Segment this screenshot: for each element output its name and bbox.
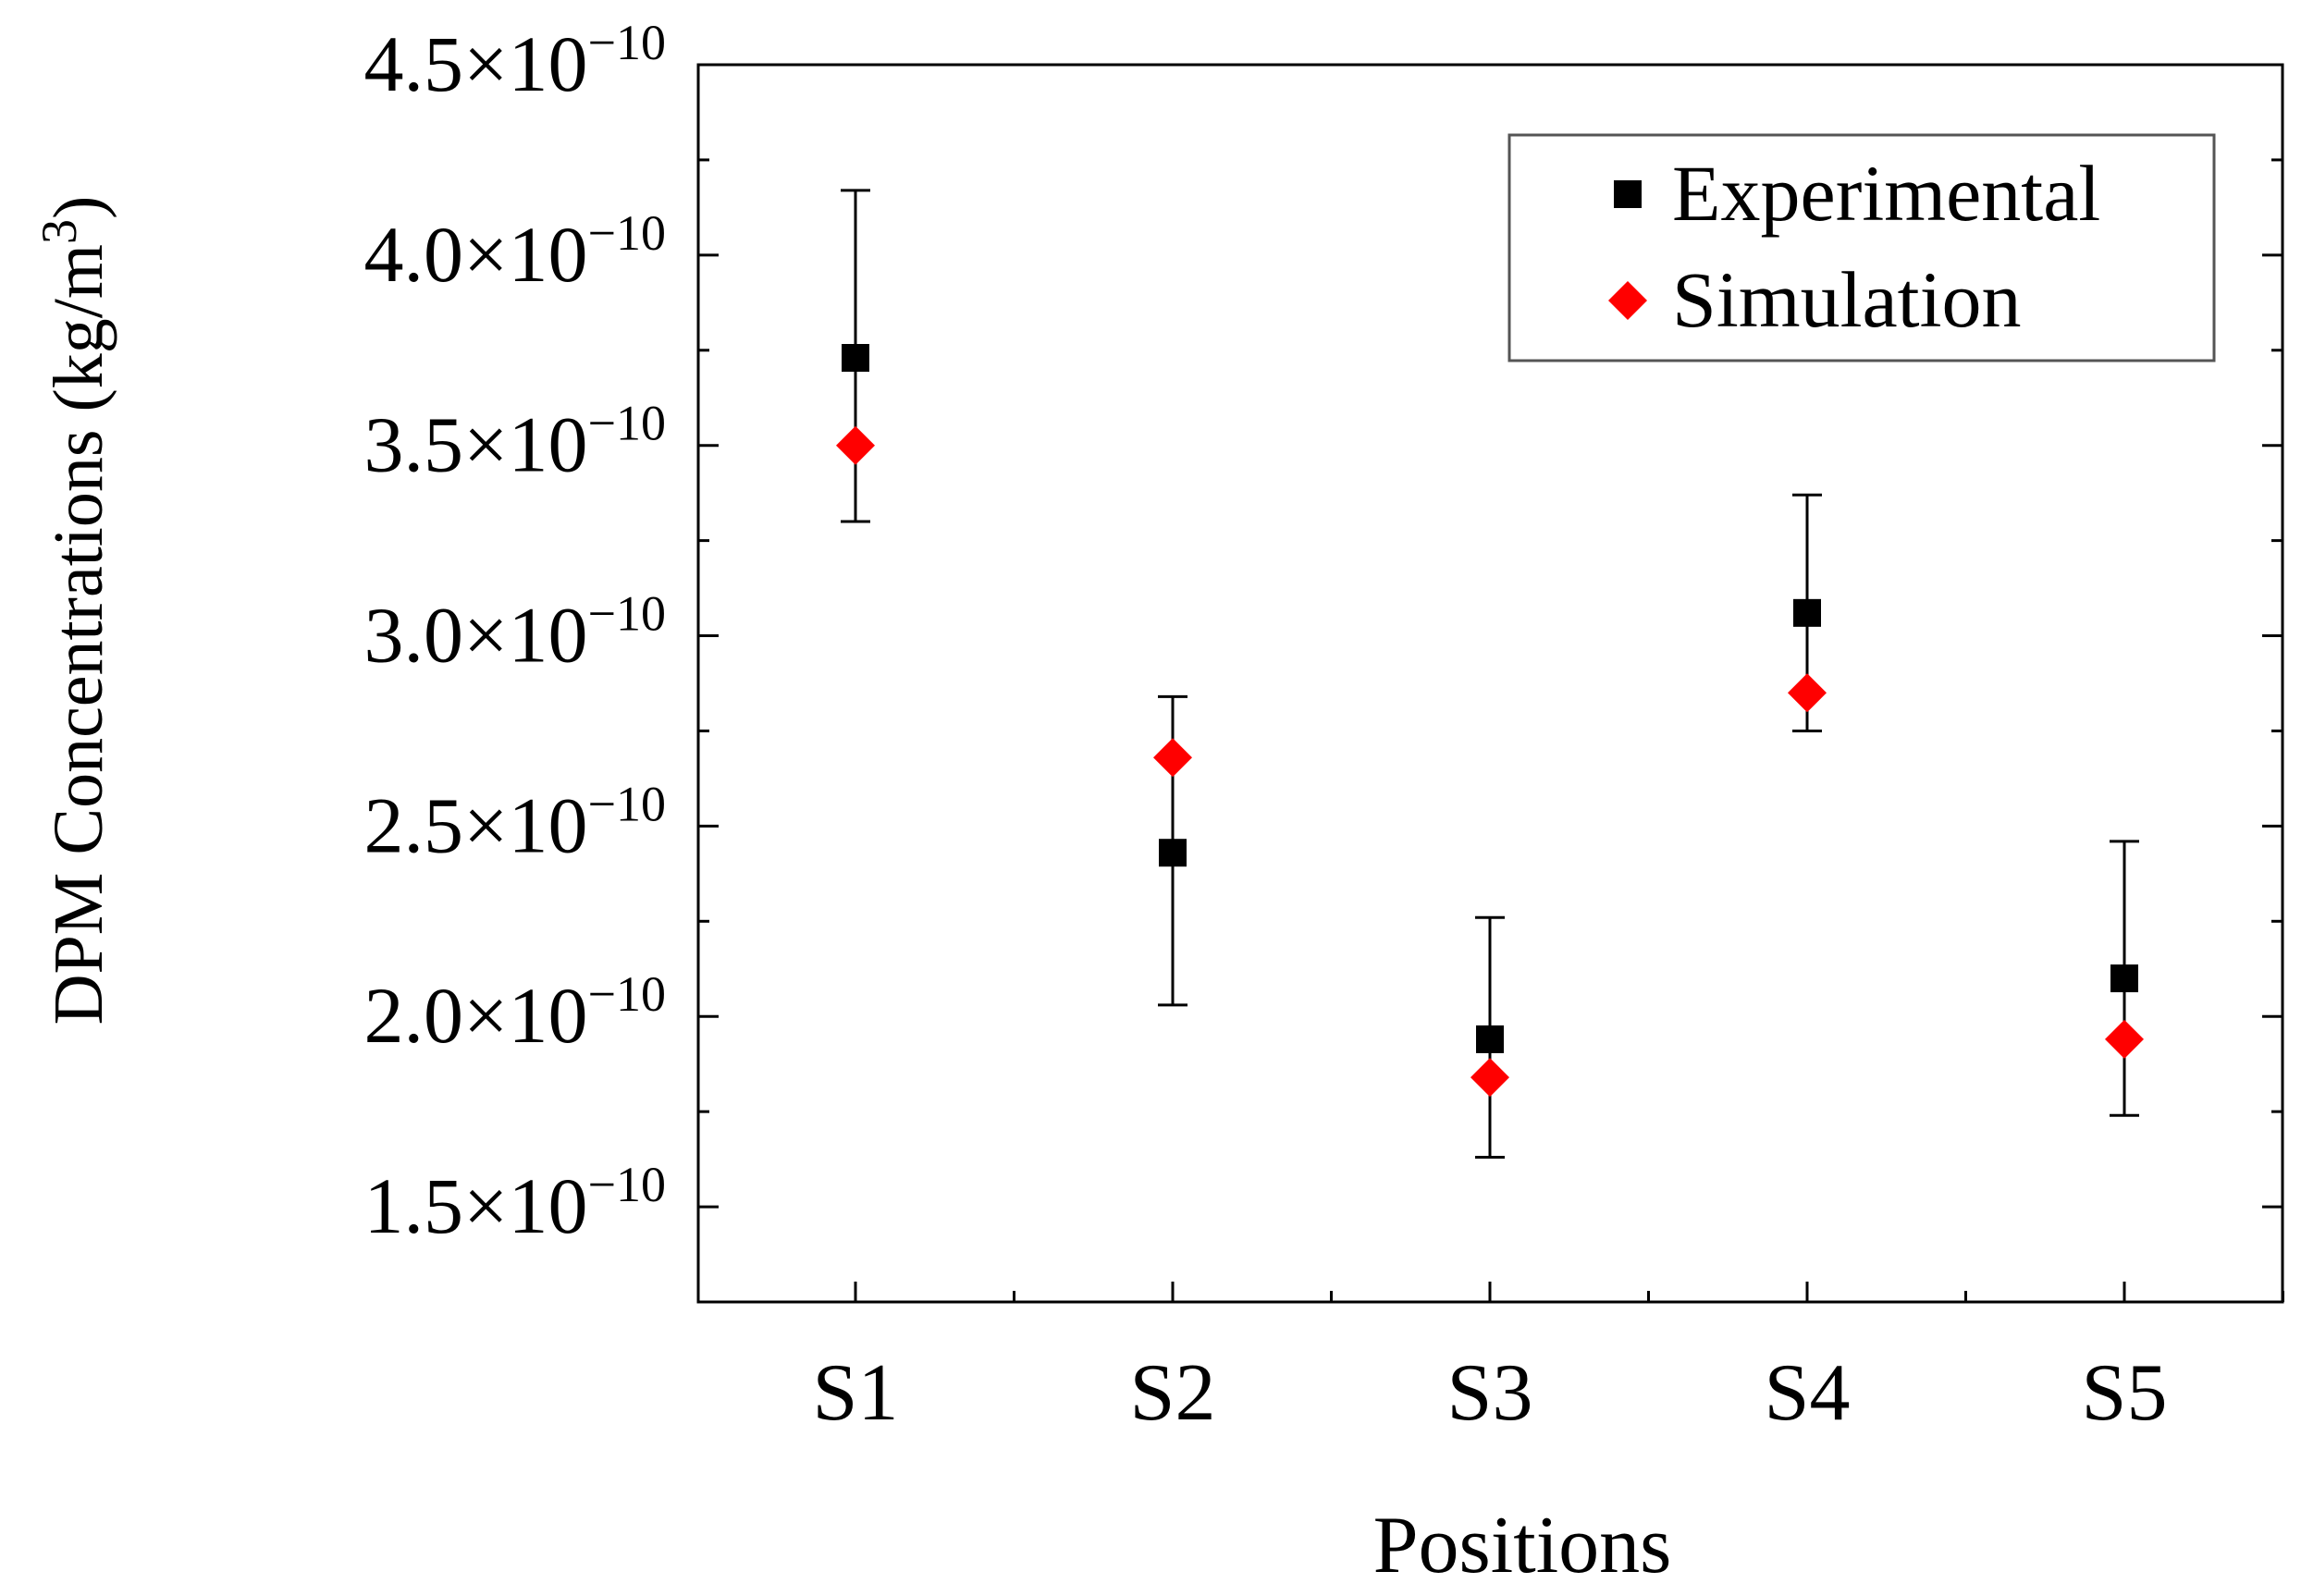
x-axis-title: Positions — [1373, 1501, 1672, 1590]
y-tick-label: 3.0×10−10 — [364, 586, 666, 680]
legend: Experimental Simulation — [1507, 133, 2216, 362]
legend-marker-simulation — [1608, 281, 1647, 320]
x-tick-label: S3 — [1447, 1348, 1533, 1438]
x-tick-label: S2 — [1130, 1348, 1216, 1438]
experimental-point — [2110, 964, 2138, 993]
simulation-point — [2105, 1019, 2144, 1059]
x-tick-label: S5 — [2082, 1348, 2168, 1438]
plot-layer: 1.5×10−10 2.0×10−10 2.5×10−10 3.0×10−10 3.5×… — [364, 15, 2284, 1438]
y-axis-title-sup: 3 — [31, 219, 87, 244]
y-tick-label: 2.5×10−10 — [364, 776, 666, 869]
legend-box — [1507, 133, 2216, 362]
simulation-point — [836, 425, 875, 465]
y-axis-title-text: DPM Concentrations (kg/m — [40, 244, 117, 1025]
simulation-point — [1470, 1058, 1509, 1098]
experimental-point — [1793, 598, 1821, 627]
legend-marker-experimental — [1614, 180, 1642, 208]
experimental-point — [842, 344, 869, 373]
experimental-point — [1476, 1025, 1504, 1053]
x-tick-label: S4 — [1765, 1348, 1851, 1438]
y-axis-title: DPM Concentrations (kg/m3) — [31, 196, 117, 1025]
y-axis-title-close: ) — [40, 196, 117, 219]
x-tick-label: S1 — [813, 1348, 899, 1438]
y-tick-label: 3.5×10−10 — [364, 396, 666, 489]
y-tick-label: 4.0×10−10 — [364, 205, 666, 299]
simulation-point — [1788, 673, 1827, 713]
svg-text:DPM Concentrations (kg/m3): DPM Concentrations (kg/m3) — [31, 196, 117, 1025]
legend-label-experimental: Experimental — [1672, 149, 2100, 238]
y-tick-label: 2.0×10−10 — [364, 966, 666, 1060]
y-tick-label: 4.5×10−10 — [364, 15, 666, 108]
legend-label-simulation: Simulation — [1672, 255, 2021, 344]
simulation-point — [1153, 738, 1192, 778]
experimental-point — [1159, 839, 1187, 867]
y-tick-label: 1.5×10−10 — [364, 1157, 666, 1250]
